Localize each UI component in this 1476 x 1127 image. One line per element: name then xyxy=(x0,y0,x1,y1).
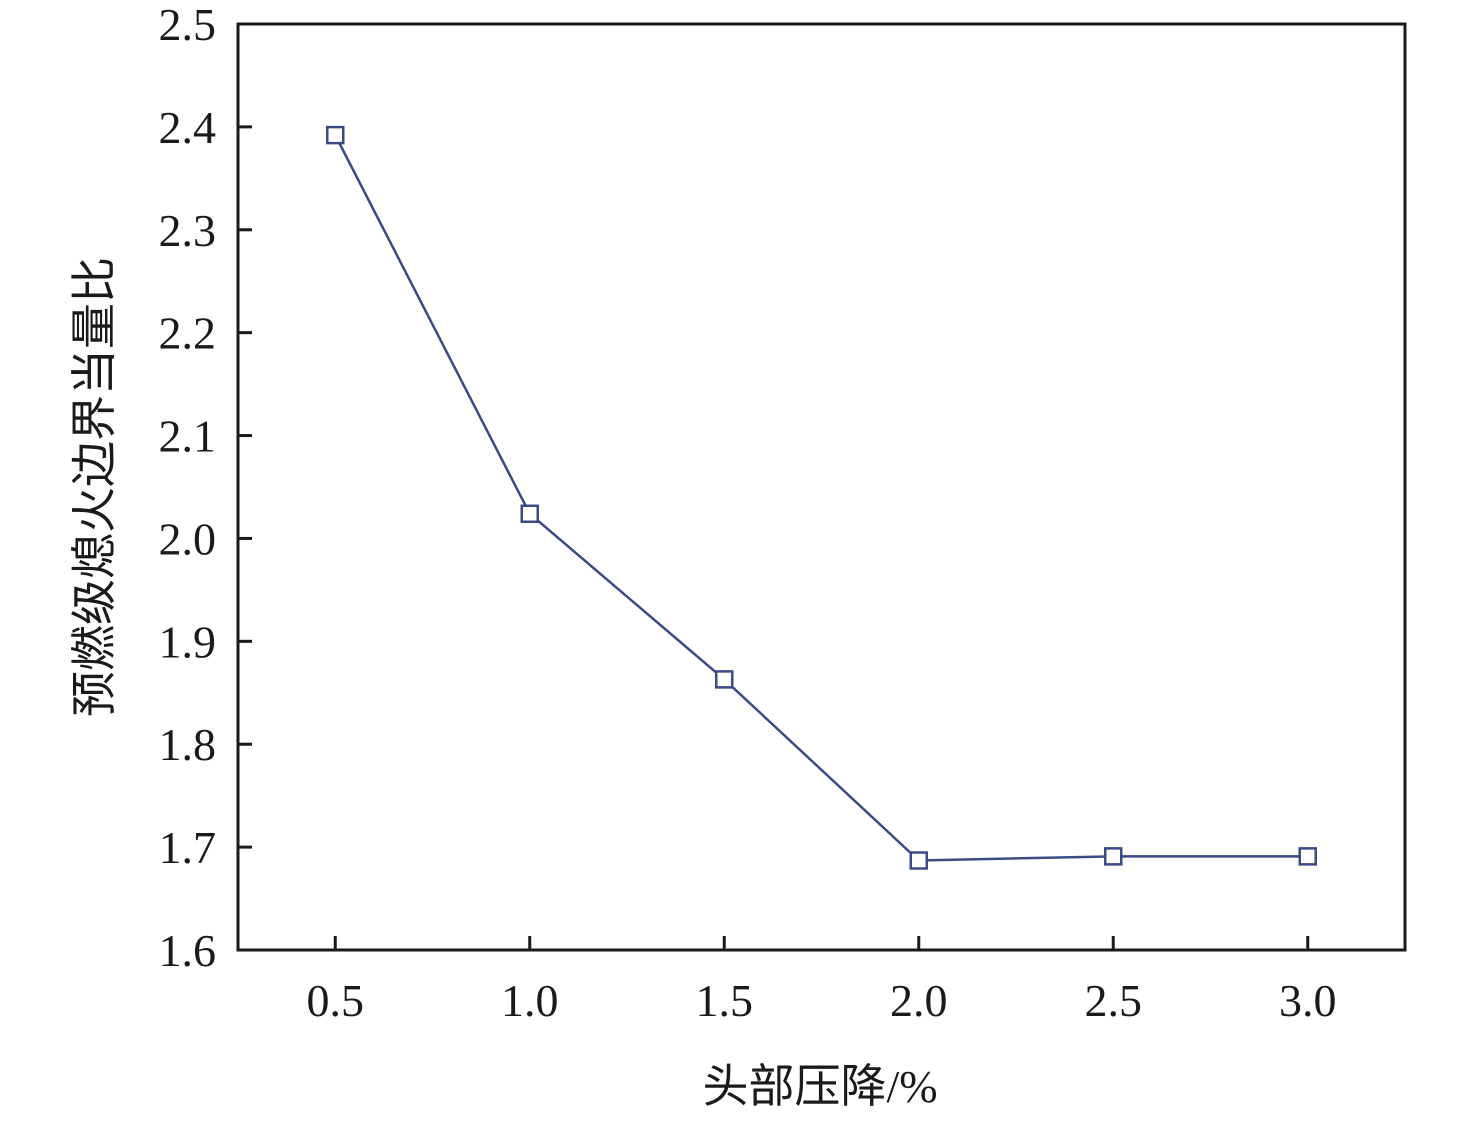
data-point-marker xyxy=(909,851,928,870)
x-tick-label: 2.5 xyxy=(1085,975,1143,1026)
y-tick-label: 2.1 xyxy=(159,411,217,462)
data-point-marker xyxy=(1298,847,1317,866)
plot-frame-layer xyxy=(236,22,1407,952)
y-tick-label: 2.0 xyxy=(159,513,217,564)
series-line xyxy=(334,134,1308,862)
y-tick-label: 2.5 xyxy=(159,0,217,50)
plot-area-frame xyxy=(236,22,1407,952)
x-axis-title: 头部压降/% xyxy=(702,1061,937,1112)
y-tick-label: 1.8 xyxy=(159,719,217,770)
x-tick-label: 2.0 xyxy=(890,975,948,1026)
x-tick-label: 1.0 xyxy=(501,975,559,1026)
y-tick-label: 2.2 xyxy=(159,308,217,359)
series-layer xyxy=(326,125,1317,870)
data-point-marker xyxy=(1104,847,1123,866)
y-tick-label: 1.6 xyxy=(159,925,217,976)
y-tick-label: 1.9 xyxy=(159,616,217,667)
y-tick-label: 2.4 xyxy=(159,102,217,153)
x-tick-label: 3.0 xyxy=(1279,975,1337,1026)
y-tick-label: 1.7 xyxy=(159,822,217,873)
data-point-marker xyxy=(520,504,539,524)
data-point-marker xyxy=(715,670,734,689)
y-tick-label: 2.3 xyxy=(159,205,217,256)
data-point-marker xyxy=(326,125,345,145)
x-tick-label: 1.5 xyxy=(696,975,754,1026)
x-tick-label: 0.5 xyxy=(307,975,365,1026)
ticks-layer: 1.6 1.7 1.8 1.9 2.0 2.1 2.2 2.3 2.4 2.5 0.5 1.0 1.5 2… xyxy=(159,0,1337,1026)
y-axis-title: 预燃级熄火边界当量比 xyxy=(69,257,120,717)
